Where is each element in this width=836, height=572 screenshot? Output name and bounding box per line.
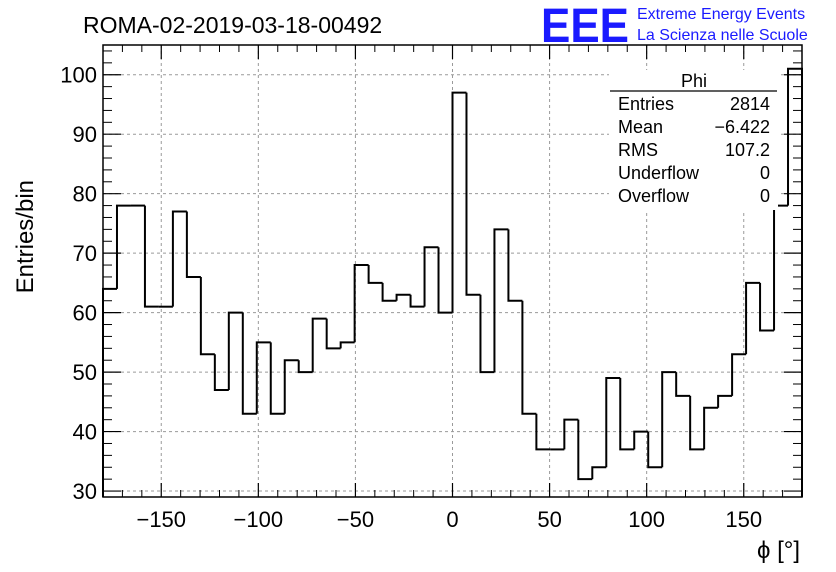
x-tick-label: −100	[234, 507, 284, 532]
stats-row-value: 0	[760, 163, 770, 183]
stats-box: Phi Entries 2814 Mean −6.422 RMS 107.2 Underfl…	[609, 70, 778, 210]
histogram-bin	[437, 247, 453, 314]
histogram-bin	[521, 300, 537, 415]
histogram-bin	[675, 372, 691, 397]
histogram-bin	[633, 430, 649, 450]
stats-row-value: 0	[760, 186, 770, 206]
histogram-bin	[227, 311, 243, 390]
x-tick-label: −50	[337, 507, 374, 532]
histogram-bin	[479, 294, 495, 374]
histogram-bin	[381, 282, 397, 302]
y-tick-label: 60	[73, 301, 97, 326]
x-tick-label: 50	[537, 507, 561, 532]
histogram-bin	[605, 377, 621, 468]
stats-row-label: Overflow	[618, 186, 690, 206]
y-tick-label: 30	[73, 479, 97, 504]
y-tick-label: 70	[73, 241, 97, 266]
histogram-bin	[367, 265, 383, 284]
histogram-bin	[409, 294, 425, 308]
histogram-bin	[689, 395, 705, 451]
histogram-bin	[773, 204, 789, 331]
histogram-bin	[647, 431, 663, 469]
histogram-bin	[423, 246, 439, 307]
histogram-bin	[745, 281, 761, 355]
histogram-bin	[451, 91, 467, 313]
histogram-bin	[731, 353, 747, 396]
histogram-bin	[213, 354, 229, 391]
histogram-bin	[535, 413, 551, 451]
chart-title: ROMA-02-2019-03-18-00492	[83, 12, 382, 38]
stats-row-value: 2814	[730, 94, 770, 114]
histogram-bin	[787, 67, 803, 497]
y-tick-label: 50	[73, 360, 97, 385]
axes: −150 −100 −50 0 50 100 150 30 40 50 60 70 80 90 100	[60, 44, 803, 532]
histogram-bin	[703, 406, 719, 450]
stats-row-value: −6.422	[714, 117, 770, 137]
histogram-bin	[507, 229, 523, 302]
histogram-bin	[241, 312, 257, 415]
histogram-bin	[465, 92, 481, 296]
y-axis-title: Entries/bin	[12, 180, 39, 293]
histogram-bin	[199, 276, 215, 356]
x-tick-label: 100	[628, 507, 665, 532]
histogram-bin	[759, 282, 775, 332]
histogram-bin	[171, 210, 187, 307]
histogram-bin	[143, 205, 159, 308]
logo-line2: La Scienza nelle Scuole	[637, 27, 808, 44]
histogram-bin	[283, 359, 299, 414]
histogram-bin	[717, 394, 733, 408]
stats-row-label: Underflow	[618, 163, 700, 183]
logo-line1: Extreme Energy Events	[637, 6, 805, 23]
eee-logo: EEE Extreme Energy Events La Scienza nel…	[541, 0, 808, 53]
histogram-bin	[493, 228, 509, 373]
histogram-bin	[255, 341, 271, 414]
histogram-bin	[563, 418, 579, 450]
histogram-bin	[311, 317, 327, 373]
stats-row-label: Mean	[618, 117, 663, 137]
histogram-bin	[577, 419, 593, 481]
y-tick-label: 40	[73, 420, 97, 445]
stats-box-title: Phi	[681, 71, 707, 91]
histogram-bin	[115, 204, 131, 289]
x-axis-title: ϕ [°]	[757, 537, 800, 564]
logo-mark: EEE	[541, 0, 629, 53]
stats-row-label: RMS	[618, 140, 658, 160]
histogram-bin	[185, 211, 201, 278]
histogram-bin	[353, 264, 369, 343]
histogram-bin	[102, 287, 117, 497]
histogram-bin	[661, 371, 677, 468]
x-tick-label: 0	[446, 507, 458, 532]
x-tick-label: −150	[136, 507, 186, 532]
stats-rows: Entries 2814 Mean −6.422 RMS 107.2 Underflow 0 O…	[618, 94, 770, 206]
stats-box-background	[609, 70, 778, 210]
y-tick-label: 90	[73, 122, 97, 147]
stats-row-value: 107.2	[725, 140, 770, 160]
histogram-bin	[325, 318, 341, 350]
x-tick-label: 150	[725, 507, 762, 532]
y-tick-label: 80	[73, 182, 97, 207]
stats-row-label: Entries	[618, 94, 674, 114]
histogram-bin	[339, 341, 355, 349]
histogram-bin	[297, 360, 313, 374]
histogram-bin	[269, 342, 285, 415]
y-tick-label: 100	[60, 63, 97, 88]
histogram-bin	[395, 293, 411, 301]
histogram-bin	[591, 466, 607, 480]
histogram-bin	[619, 378, 635, 451]
